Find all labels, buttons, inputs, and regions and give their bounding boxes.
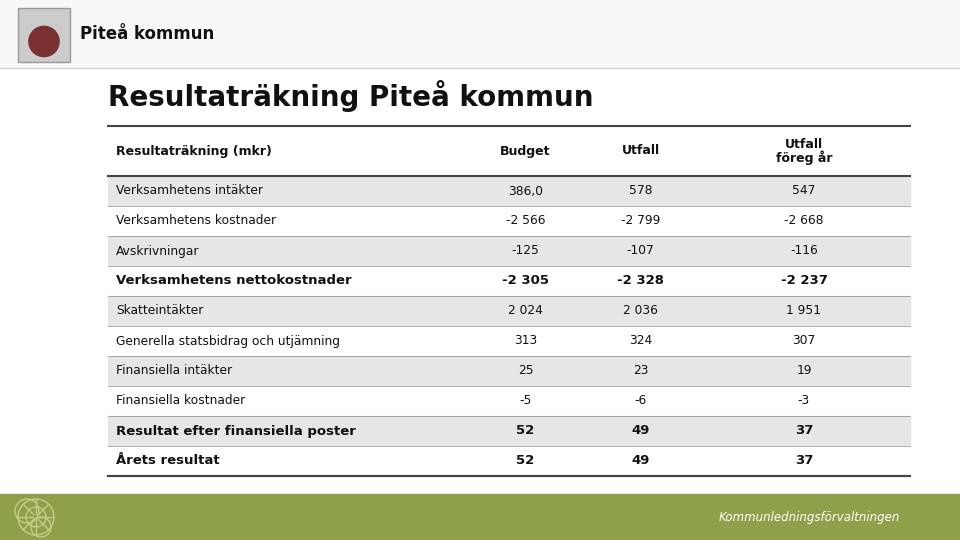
Text: 25: 25 xyxy=(517,364,534,377)
Text: 52: 52 xyxy=(516,455,535,468)
Text: Resultaträkning Piteå kommun: Resultaträkning Piteå kommun xyxy=(108,80,593,112)
Text: 386,0: 386,0 xyxy=(508,185,543,198)
Text: 49: 49 xyxy=(632,455,650,468)
Bar xyxy=(108,416,910,446)
Text: Utfall: Utfall xyxy=(621,145,660,158)
Bar xyxy=(108,386,910,416)
Text: Verksamhetens nettokostnader: Verksamhetens nettokostnader xyxy=(116,274,351,287)
Bar xyxy=(108,206,910,236)
Text: 578: 578 xyxy=(629,185,652,198)
Bar xyxy=(108,326,910,356)
Bar xyxy=(108,446,910,476)
Text: -2 237: -2 237 xyxy=(780,274,828,287)
Text: 37: 37 xyxy=(795,455,813,468)
Text: 324: 324 xyxy=(629,334,652,348)
Text: -5: -5 xyxy=(519,395,532,408)
Text: -2 305: -2 305 xyxy=(502,274,549,287)
Text: -2 566: -2 566 xyxy=(506,214,545,227)
Text: -2 328: -2 328 xyxy=(617,274,664,287)
Bar xyxy=(0,0,960,68)
Text: Piteå kommun: Piteå kommun xyxy=(80,25,214,43)
Text: 49: 49 xyxy=(632,424,650,437)
Text: Finansiella kostnader: Finansiella kostnader xyxy=(116,395,245,408)
Text: Verksamhetens kostnader: Verksamhetens kostnader xyxy=(116,214,276,227)
Text: Skatteintäkter: Skatteintäkter xyxy=(116,305,204,318)
Text: -2 799: -2 799 xyxy=(621,214,660,227)
Text: Verksamhetens intäkter: Verksamhetens intäkter xyxy=(116,185,263,198)
Text: Finansiella intäkter: Finansiella intäkter xyxy=(116,364,232,377)
Bar xyxy=(0,494,960,540)
Text: 547: 547 xyxy=(792,185,816,198)
Text: 37: 37 xyxy=(795,424,813,437)
Text: 19: 19 xyxy=(796,364,812,377)
Bar xyxy=(108,266,910,296)
Text: 307: 307 xyxy=(792,334,816,348)
Bar xyxy=(108,356,910,386)
Text: -116: -116 xyxy=(790,245,818,258)
Text: 2 024: 2 024 xyxy=(508,305,543,318)
Text: Årets resultat: Årets resultat xyxy=(116,455,220,468)
Text: -3: -3 xyxy=(798,395,810,408)
Bar xyxy=(108,176,910,206)
Text: -107: -107 xyxy=(627,245,655,258)
Text: 1 951: 1 951 xyxy=(786,305,822,318)
Text: -6: -6 xyxy=(635,395,647,408)
Text: 313: 313 xyxy=(514,334,538,348)
Text: 52: 52 xyxy=(516,424,535,437)
Circle shape xyxy=(29,26,60,57)
Text: Resultat efter finansiella poster: Resultat efter finansiella poster xyxy=(116,424,356,437)
Text: Generella statsbidrag och utjämning: Generella statsbidrag och utjämning xyxy=(116,334,340,348)
Bar xyxy=(108,236,910,266)
Text: Budget: Budget xyxy=(500,145,551,158)
Bar xyxy=(108,296,910,326)
FancyBboxPatch shape xyxy=(18,8,70,62)
Text: Resultaträkning (mkr): Resultaträkning (mkr) xyxy=(116,145,272,158)
Text: Utfall: Utfall xyxy=(785,138,823,151)
Text: -2 668: -2 668 xyxy=(784,214,824,227)
Text: -125: -125 xyxy=(512,245,540,258)
Text: Kommunledningsförvaltningen: Kommunledningsförvaltningen xyxy=(719,510,900,523)
Text: 2 036: 2 036 xyxy=(623,305,658,318)
Text: föreg år: föreg år xyxy=(776,151,832,165)
Text: Avskrivningar: Avskrivningar xyxy=(116,245,200,258)
Text: 23: 23 xyxy=(633,364,648,377)
